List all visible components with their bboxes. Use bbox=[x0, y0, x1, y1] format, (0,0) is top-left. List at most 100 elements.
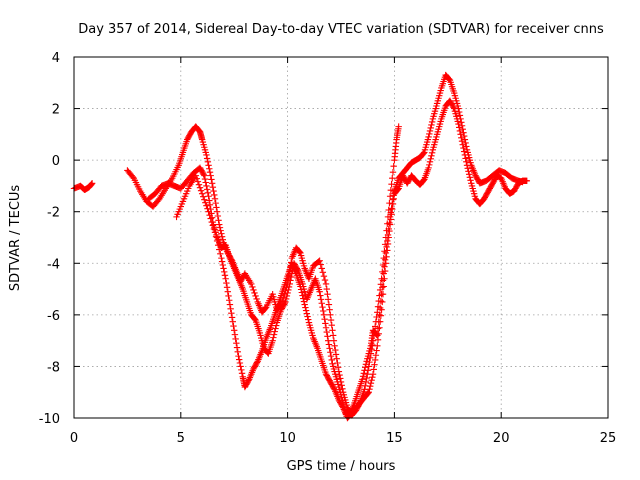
data-point bbox=[387, 187, 395, 194]
data-point bbox=[383, 243, 390, 251]
plot-frame bbox=[73, 56, 609, 419]
data-point bbox=[320, 311, 328, 319]
y-tick-label: -6 bbox=[47, 309, 60, 324]
data-point bbox=[457, 131, 464, 138]
data-point bbox=[205, 193, 212, 200]
data-point bbox=[328, 321, 335, 329]
data-point bbox=[235, 352, 242, 360]
y-tick-labels: -10 -8 -6 -4 -2 0 2 4 bbox=[39, 51, 60, 427]
data-point bbox=[198, 190, 206, 197]
data-point bbox=[360, 370, 367, 377]
data-point bbox=[318, 265, 325, 272]
data-point bbox=[297, 283, 304, 290]
data-point bbox=[269, 337, 276, 344]
data-point bbox=[203, 202, 210, 209]
data-point bbox=[213, 208, 221, 215]
data-point bbox=[204, 158, 212, 166]
data-point bbox=[332, 346, 339, 354]
y-tick-label: -2 bbox=[47, 206, 60, 221]
data-point bbox=[281, 300, 288, 307]
data-point bbox=[523, 177, 531, 184]
data-point bbox=[455, 124, 463, 131]
data-point bbox=[252, 292, 259, 300]
data-point bbox=[331, 342, 338, 349]
data-point bbox=[214, 242, 222, 249]
data-point bbox=[317, 292, 324, 299]
data-point bbox=[377, 297, 385, 305]
data-point bbox=[319, 269, 327, 276]
data-point bbox=[224, 288, 231, 295]
data-point bbox=[376, 318, 384, 325]
data-point bbox=[231, 331, 239, 338]
x-axis-label: GPS time / hours bbox=[287, 459, 396, 474]
data-point bbox=[458, 134, 465, 141]
data-point bbox=[194, 178, 202, 185]
data-point bbox=[251, 289, 258, 297]
data-point bbox=[282, 295, 290, 303]
data-point bbox=[395, 123, 402, 130]
data-point bbox=[226, 297, 233, 304]
data-point bbox=[251, 315, 259, 323]
y-tick-label: -4 bbox=[47, 257, 60, 272]
data-point bbox=[386, 221, 394, 228]
data-point bbox=[327, 311, 334, 319]
data-point bbox=[380, 283, 387, 290]
data-point bbox=[378, 306, 385, 313]
series-layer bbox=[70, 71, 531, 422]
data-point bbox=[362, 361, 370, 368]
data-point bbox=[465, 168, 472, 175]
data-point bbox=[316, 257, 323, 264]
data-point bbox=[320, 272, 328, 280]
data-point bbox=[337, 375, 344, 382]
data-point bbox=[204, 205, 211, 212]
data-point bbox=[231, 327, 238, 334]
data-point bbox=[238, 366, 245, 374]
data-point bbox=[327, 352, 335, 360]
data-point bbox=[386, 199, 393, 207]
y-tick-label: -10 bbox=[39, 412, 60, 427]
data-point bbox=[192, 172, 199, 179]
data-point bbox=[217, 227, 224, 234]
data-point bbox=[389, 205, 396, 213]
data-point bbox=[460, 144, 467, 152]
data-point bbox=[208, 218, 215, 226]
data-point bbox=[361, 367, 368, 374]
data-point bbox=[384, 240, 392, 248]
data-point bbox=[327, 316, 335, 324]
data-point bbox=[329, 332, 337, 339]
data-point bbox=[300, 298, 308, 305]
data-point bbox=[467, 177, 474, 184]
data-point bbox=[216, 221, 223, 228]
chart-title: Day 357 of 2014, Sidereal Day-to-day VTE… bbox=[78, 22, 604, 37]
data-point bbox=[362, 364, 369, 371]
data-point bbox=[253, 295, 260, 303]
data-point bbox=[426, 130, 433, 138]
data-point bbox=[214, 212, 222, 220]
data-point bbox=[324, 296, 332, 303]
data-point bbox=[202, 199, 209, 206]
data-point bbox=[322, 320, 329, 327]
data-point bbox=[374, 342, 381, 349]
data-point bbox=[321, 276, 329, 284]
data-point bbox=[270, 331, 278, 338]
data-point bbox=[218, 258, 226, 265]
data-point bbox=[325, 341, 333, 348]
data-point bbox=[326, 306, 333, 313]
data-point bbox=[207, 172, 214, 179]
data-point bbox=[203, 155, 211, 162]
data-point bbox=[297, 286, 305, 293]
data-point bbox=[381, 263, 388, 270]
data-point bbox=[226, 301, 234, 308]
data-point bbox=[466, 174, 474, 181]
data-point bbox=[264, 349, 271, 356]
data-point bbox=[203, 182, 210, 190]
data-point bbox=[213, 237, 221, 245]
data-point bbox=[379, 298, 386, 306]
data-point bbox=[334, 359, 341, 367]
data-point bbox=[390, 162, 397, 170]
data-point bbox=[425, 133, 432, 141]
data-point bbox=[330, 385, 338, 392]
data-point bbox=[232, 335, 239, 343]
data-point bbox=[364, 389, 372, 397]
data-point bbox=[282, 298, 289, 306]
